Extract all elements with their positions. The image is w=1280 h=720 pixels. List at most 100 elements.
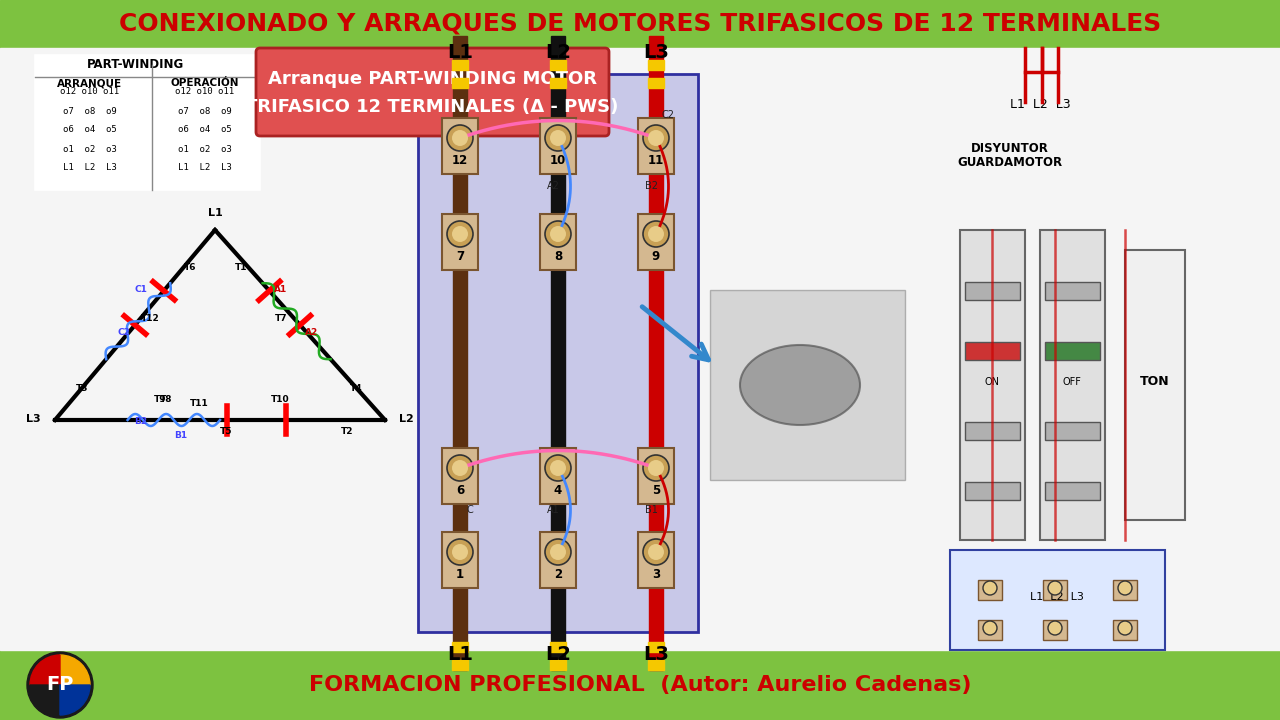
Text: T8: T8	[160, 395, 173, 404]
Text: OFF: OFF	[1062, 377, 1082, 387]
Text: TRIFASICO 12 TERMINALES (Δ - PWS): TRIFASICO 12 TERMINALES (Δ - PWS)	[246, 98, 618, 116]
Bar	[960, 230, 1025, 540]
Text: o1  o2  o3: o1 o2 o3	[178, 145, 232, 153]
Bar	[965, 342, 1020, 360]
Circle shape	[643, 455, 669, 481]
Text: TON: TON	[1140, 375, 1170, 388]
Text: A1: A1	[274, 286, 287, 294]
Text: o7  o8  o9: o7 o8 o9	[178, 107, 232, 115]
Circle shape	[452, 130, 468, 146]
Bar	[442, 118, 477, 174]
Bar	[442, 532, 477, 588]
Text: o12 o10 o11: o12 o10 o11	[60, 88, 119, 96]
Text: T11: T11	[191, 399, 209, 408]
Bar	[1043, 620, 1068, 640]
Text: C2: C2	[118, 328, 131, 337]
Bar	[648, 60, 664, 70]
Text: A2: A2	[305, 328, 317, 337]
Circle shape	[447, 125, 474, 151]
Bar	[648, 78, 664, 88]
Circle shape	[550, 460, 566, 476]
Bar	[452, 60, 468, 70]
Text: T5: T5	[220, 427, 233, 436]
Text: L1  L2  L3: L1 L2 L3	[1010, 98, 1070, 111]
Text: 6: 6	[456, 484, 465, 497]
Bar	[1044, 422, 1100, 440]
Text: o7  o8  o9: o7 o8 o9	[63, 107, 116, 115]
Text: 10: 10	[550, 153, 566, 166]
Text: T12: T12	[141, 314, 159, 323]
Bar	[452, 660, 468, 670]
Bar	[649, 36, 663, 670]
Bar	[965, 422, 1020, 440]
Circle shape	[550, 226, 566, 242]
Text: L1: L1	[447, 42, 474, 61]
Circle shape	[1048, 621, 1062, 635]
Circle shape	[545, 221, 571, 247]
Text: o6  o4  o5: o6 o4 o5	[178, 125, 232, 135]
Bar	[1125, 250, 1185, 520]
Circle shape	[545, 539, 571, 565]
Bar	[710, 290, 905, 480]
Circle shape	[27, 652, 93, 718]
Text: FP: FP	[46, 675, 74, 695]
Bar	[965, 482, 1020, 500]
Circle shape	[447, 539, 474, 565]
Circle shape	[648, 130, 664, 146]
Text: L1  L2  L3: L1 L2 L3	[1030, 592, 1084, 602]
Bar	[453, 36, 467, 670]
Text: OPERACIÓN: OPERACIÓN	[170, 78, 239, 88]
Text: DISYUNTOR: DISYUNTOR	[972, 142, 1048, 155]
Bar	[452, 642, 468, 652]
Text: 12: 12	[452, 153, 468, 166]
Text: A2: A2	[547, 181, 559, 191]
Text: B1: B1	[645, 505, 658, 515]
Text: B2: B2	[645, 181, 658, 191]
Text: T1: T1	[236, 264, 248, 272]
Circle shape	[648, 544, 664, 560]
Bar	[1114, 620, 1137, 640]
Circle shape	[447, 221, 474, 247]
Circle shape	[1117, 581, 1132, 595]
Text: 4: 4	[554, 484, 562, 497]
Text: T9: T9	[154, 395, 166, 404]
Text: 7: 7	[456, 250, 465, 263]
Wedge shape	[29, 655, 60, 685]
Text: L2: L2	[545, 644, 571, 664]
Text: 3: 3	[652, 567, 660, 580]
Bar	[540, 214, 576, 270]
Circle shape	[447, 455, 474, 481]
Text: L2: L2	[545, 42, 571, 61]
Text: 11: 11	[648, 153, 664, 166]
Text: T4: T4	[351, 384, 364, 393]
FancyBboxPatch shape	[256, 48, 609, 136]
Wedge shape	[60, 685, 90, 715]
Bar	[442, 214, 477, 270]
Bar	[452, 78, 468, 88]
Bar	[978, 620, 1002, 640]
Text: o6  o4  o5: o6 o4 o5	[63, 125, 116, 135]
Circle shape	[983, 581, 997, 595]
Circle shape	[1048, 581, 1062, 595]
Bar	[637, 214, 675, 270]
Circle shape	[452, 226, 468, 242]
Bar	[648, 660, 664, 670]
Text: L1: L1	[447, 644, 474, 664]
Bar	[950, 550, 1165, 650]
Text: o12 o10 o11: o12 o10 o11	[175, 88, 234, 96]
Text: CONEXIONADO Y ARRAQUES DE MOTORES TRIFASICOS DE 12 TERMINALES: CONEXIONADO Y ARRAQUES DE MOTORES TRIFAS…	[119, 12, 1161, 36]
Text: B1: B1	[174, 431, 187, 440]
Text: C2: C2	[662, 110, 675, 120]
Text: Arranque PART-WINDING MOTOR: Arranque PART-WINDING MOTOR	[268, 70, 596, 88]
Wedge shape	[60, 655, 90, 685]
Bar	[550, 642, 566, 652]
Circle shape	[550, 130, 566, 146]
Bar	[1039, 230, 1105, 540]
Circle shape	[643, 539, 669, 565]
Bar	[0, 0, 1280, 48]
Bar	[540, 118, 576, 174]
Text: GUARDAMOTOR: GUARDAMOTOR	[957, 156, 1062, 169]
Text: L3: L3	[643, 644, 669, 664]
Circle shape	[1117, 621, 1132, 635]
Text: L2: L2	[399, 414, 413, 424]
